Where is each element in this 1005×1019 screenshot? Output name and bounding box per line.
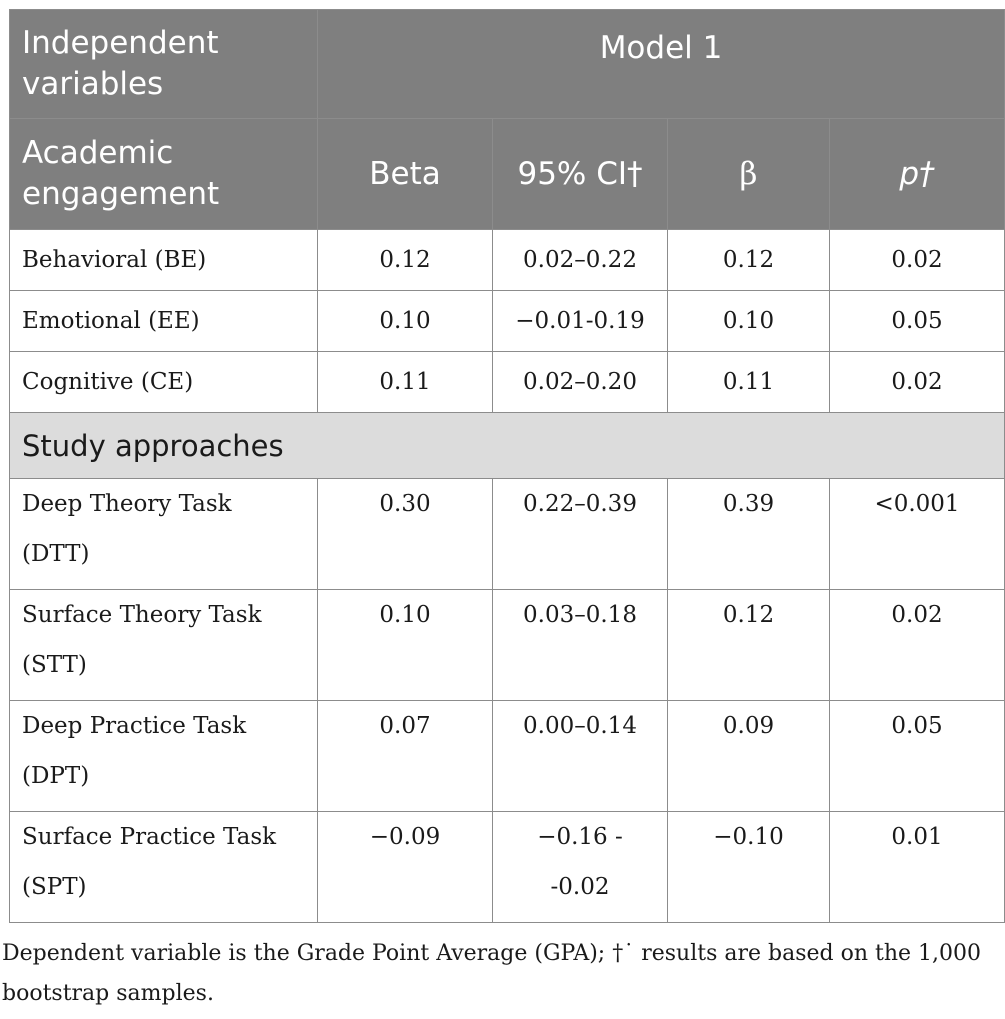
row-label: Deep Practice Task (DPT) [9,700,318,812]
row-label-line1: Deep Theory Task [22,491,232,517]
section-row: Study approaches [8,412,1005,479]
cell-beta: 0.07 [317,700,493,812]
header-beta: Beta [317,118,493,230]
cell-ci: −0.16 - -0.02 [492,811,668,923]
cell-p: 0.05 [828,700,1005,812]
header-row-columns: Academic engagement Beta 95% CI† β p† [9,118,1005,230]
cell-p: 0.05 [828,290,1005,352]
cell-beta: 0.30 [317,478,493,590]
cell-ci: 0.02–0.22 [492,229,668,291]
row-label-line2: (STT) [22,652,87,678]
cell-ci: 0.02–0.20 [492,351,668,413]
row-label: Surface Practice Task (SPT) [9,811,318,923]
table-row: Cognitive (CE) 0.11 0.02–0.20 0.11 0.02 [9,351,1005,413]
row-label-line2: (SPT) [22,874,87,900]
cell-ci-line1: 0.00–0.14 [523,713,637,739]
cell-ci-line2: -0.02 [550,874,610,900]
row-label-line2: (DPT) [22,763,90,789]
cell-ci-line1: 0.22–0.39 [523,491,637,517]
row-label-line2: (DTT) [22,541,90,567]
header-std-beta: β [667,118,830,230]
row-label: Emotional (EE) [9,290,318,352]
header-model: Model 1 [316,9,1005,119]
cell-beta: 0.11 [317,351,493,413]
cell-std-beta: 0.11 [667,351,830,413]
header-p-value: p† [828,118,1005,230]
regression-table: Independent variables Model 1 Academic e… [8,9,1005,923]
cell-beta: −0.09 [317,811,493,923]
table-row: Behavioral (BE) 0.12 0.02–0.22 0.12 0.02 [9,229,1005,291]
cell-std-beta: −0.10 [667,811,830,923]
cell-std-beta: 0.10 [667,290,830,352]
table-row: Deep Theory Task (DTT) 0.30 0.22–0.39 0.3… [9,478,1005,590]
cell-ci: 0.22–0.39 [492,478,668,590]
table-row: Deep Practice Task (DPT) 0.07 0.00–0.14 0… [9,700,1005,812]
row-label: Surface Theory Task (STT) [9,589,318,701]
cell-ci: 0.00–0.14 [492,700,668,812]
cell-ci-line1: 0.03–0.18 [523,602,637,628]
row-label-line1: Deep Practice Task [22,713,247,739]
cell-ci-line1: −0.16 - [537,824,623,850]
cell-std-beta: 0.12 [667,589,830,701]
header-independent-variables: Independent variables [9,9,318,119]
row-label-line1: Surface Practice Task [22,824,277,850]
table-row: Emotional (EE) 0.10 −0.01-0.19 0.10 0.05 [9,290,1005,352]
cell-p: 0.02 [828,351,1005,413]
cell-p: 0.02 [828,229,1005,291]
header-row-model: Independent variables Model 1 [9,9,1005,119]
row-label: Cognitive (CE) [9,351,318,413]
table-footnote: Dependent variable is the Grade Point Av… [2,941,981,1006]
table-row: Surface Practice Task (SPT) −0.09 −0.16 -… [9,811,1005,923]
header-95-ci: 95% CI† [492,118,668,230]
cell-beta: 0.10 [317,589,493,701]
row-label: Deep Theory Task (DTT) [9,478,318,590]
section-title-study-approaches: Study approaches [8,412,1005,479]
cell-beta: 0.12 [317,229,493,291]
row-label-line1: Surface Theory Task [22,602,262,628]
cell-beta: 0.10 [317,290,493,352]
cell-std-beta: 0.09 [667,700,830,812]
row-label: Behavioral (BE) [9,229,318,291]
cell-ci: 0.03–0.18 [492,589,668,701]
header-academic-engagement: Academic engagement [9,118,318,230]
cell-p: <0.001 [828,478,1005,590]
cell-std-beta: 0.12 [667,229,830,291]
table-row: Surface Theory Task (STT) 0.10 0.03–0.18 … [9,589,1005,701]
cell-ci: −0.01-0.19 [492,290,668,352]
cell-std-beta: 0.39 [667,478,830,590]
cell-p: 0.02 [828,589,1005,701]
cell-p: 0.01 [828,811,1005,923]
